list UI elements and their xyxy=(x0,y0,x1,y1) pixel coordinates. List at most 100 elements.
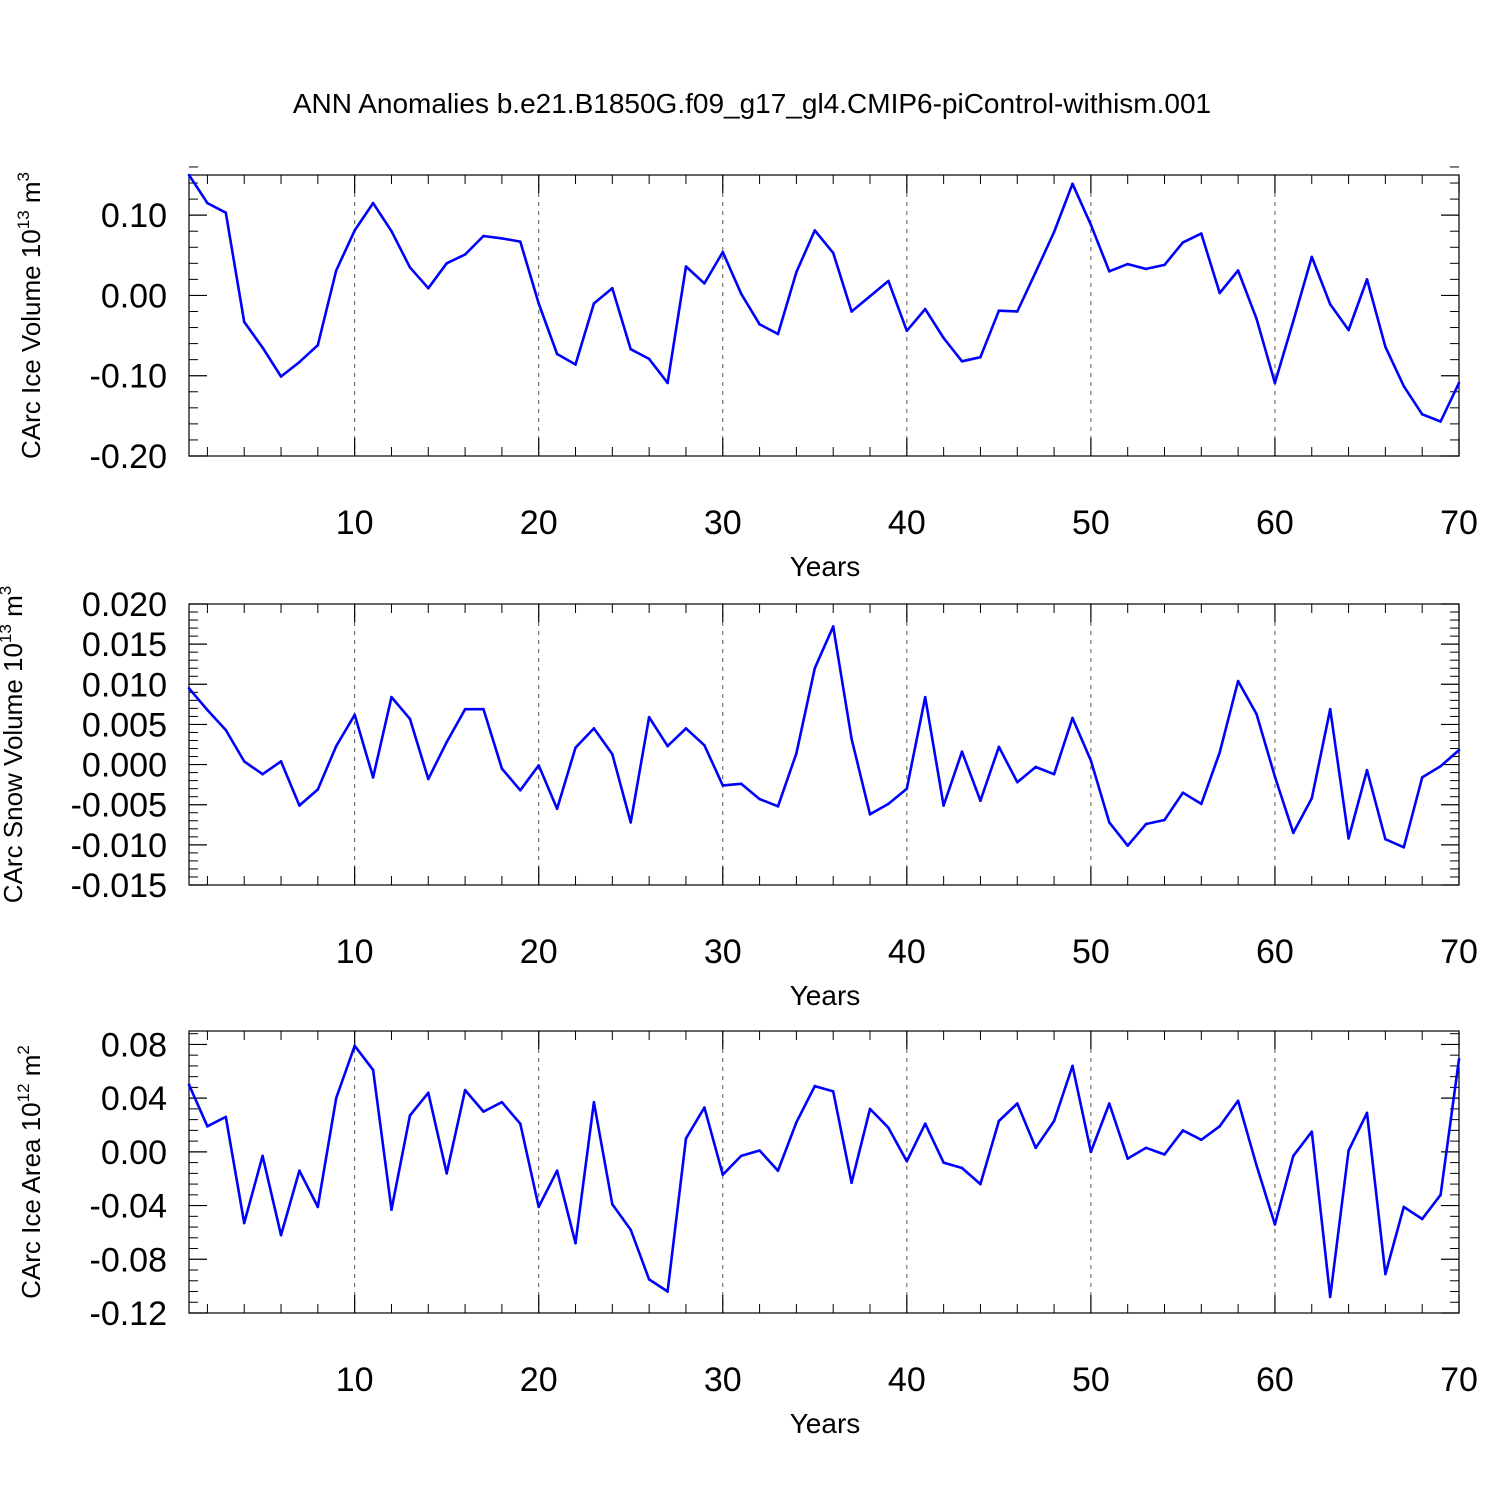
data-point xyxy=(463,1088,467,1092)
y-tick-label: 0.04 xyxy=(101,1080,167,1118)
x-tick-label: 40 xyxy=(888,933,926,971)
data-point xyxy=(408,266,412,269)
data-point xyxy=(905,787,909,790)
data-point xyxy=(537,302,541,305)
data-point xyxy=(445,740,448,744)
data-point xyxy=(1292,1154,1295,1158)
data-point xyxy=(1439,1193,1442,1197)
data-point xyxy=(868,1107,872,1111)
y-tick-label: 0.010 xyxy=(82,666,167,704)
y-tick-label: -0.20 xyxy=(90,438,168,476)
data-point xyxy=(187,173,191,177)
data-point xyxy=(1347,328,1350,332)
data-point xyxy=(187,687,191,690)
plot-frame xyxy=(188,174,1460,457)
data-point xyxy=(1015,310,1019,313)
data-point xyxy=(574,1241,577,1245)
y-tick-label: 0.00 xyxy=(101,1134,167,1172)
y-tick-label: 0.005 xyxy=(82,706,167,744)
data-point xyxy=(426,1091,430,1095)
plot-frame xyxy=(188,1030,1460,1314)
data-point xyxy=(629,821,633,824)
data-point xyxy=(555,352,559,356)
data-point xyxy=(1163,818,1166,822)
data-point xyxy=(1181,241,1185,244)
data-point xyxy=(555,807,559,811)
data-point xyxy=(647,715,651,719)
data-point xyxy=(1310,1130,1314,1134)
x-tick-label: 60 xyxy=(1256,504,1294,542)
data-point xyxy=(1236,679,1240,683)
figure-title: ANN Anomalies b.e21.B1850G.f09_g17_gl4.C… xyxy=(293,88,1211,119)
x-tick-label: 30 xyxy=(704,504,742,542)
data-point xyxy=(1089,759,1093,762)
data-point xyxy=(261,1154,264,1158)
data-point xyxy=(1034,1146,1037,1150)
y-tick-label: 0.08 xyxy=(101,1026,167,1064)
data-point xyxy=(390,229,393,233)
data-point xyxy=(684,265,688,268)
data-point xyxy=(1052,1119,1056,1123)
data-point xyxy=(592,1100,596,1104)
data-point xyxy=(390,1208,393,1211)
data-point xyxy=(463,707,467,711)
y-axis-label-unit-exponent: 3 xyxy=(14,172,33,181)
y-axis-label-unit-exponent: 2 xyxy=(14,1045,33,1054)
x-tick-label: 70 xyxy=(1440,504,1478,542)
data-point xyxy=(519,1122,522,1125)
data-point xyxy=(371,201,375,205)
data-point xyxy=(1071,182,1074,186)
data-point xyxy=(850,1181,853,1185)
y-tick-label: 0.00 xyxy=(101,277,167,315)
data-point xyxy=(1365,1111,1369,1115)
data-point xyxy=(1328,1295,1332,1299)
data-point xyxy=(666,1290,669,1293)
data-point xyxy=(868,813,872,816)
data-point xyxy=(1347,837,1350,840)
data-point xyxy=(776,332,780,336)
x-tick-label: 40 xyxy=(888,504,926,542)
data-point xyxy=(629,1228,633,1232)
data-point xyxy=(1144,822,1148,826)
x-axis-label: Years xyxy=(790,980,861,1011)
data-point xyxy=(1420,412,1424,416)
data-point xyxy=(500,1100,504,1104)
y-axis-label-unit-exponent: 3 xyxy=(0,586,15,595)
data-point xyxy=(813,666,817,670)
data-point xyxy=(684,727,688,730)
data-point xyxy=(242,320,246,324)
data-point xyxy=(1144,267,1148,271)
data-point xyxy=(1273,775,1277,778)
data-point xyxy=(519,788,522,792)
series-line xyxy=(187,1044,1461,1299)
y-axis-label: CArc Snow Volume 1013 m3 xyxy=(0,586,28,903)
y-tick-label: -0.04 xyxy=(90,1188,168,1226)
data-point xyxy=(979,355,982,359)
data-point xyxy=(997,1119,1001,1123)
data-point xyxy=(721,250,725,254)
data-point xyxy=(979,799,982,802)
data-point xyxy=(942,1161,945,1164)
data-point xyxy=(298,360,301,364)
data-point xyxy=(1034,765,1037,769)
data-point xyxy=(1052,230,1056,234)
data-point xyxy=(1181,791,1185,794)
data-point xyxy=(482,707,485,711)
data-point xyxy=(1163,263,1166,267)
x-tick-label: 50 xyxy=(1072,933,1110,971)
data-point xyxy=(1107,1102,1111,1105)
data-point xyxy=(187,1083,191,1087)
data-point xyxy=(1273,381,1277,385)
data-point xyxy=(482,1110,485,1113)
data-point xyxy=(298,1169,301,1172)
x-tick-label: 20 xyxy=(520,504,558,542)
data-point xyxy=(426,777,430,781)
y-tick-label: 0.020 xyxy=(82,586,167,624)
data-point xyxy=(1236,1099,1240,1103)
data-point xyxy=(316,343,320,347)
data-point xyxy=(1218,1125,1222,1128)
data-point xyxy=(1439,420,1442,423)
data-point xyxy=(703,282,706,285)
y-axis-label-unit: m xyxy=(0,595,28,624)
data-point xyxy=(592,727,596,730)
